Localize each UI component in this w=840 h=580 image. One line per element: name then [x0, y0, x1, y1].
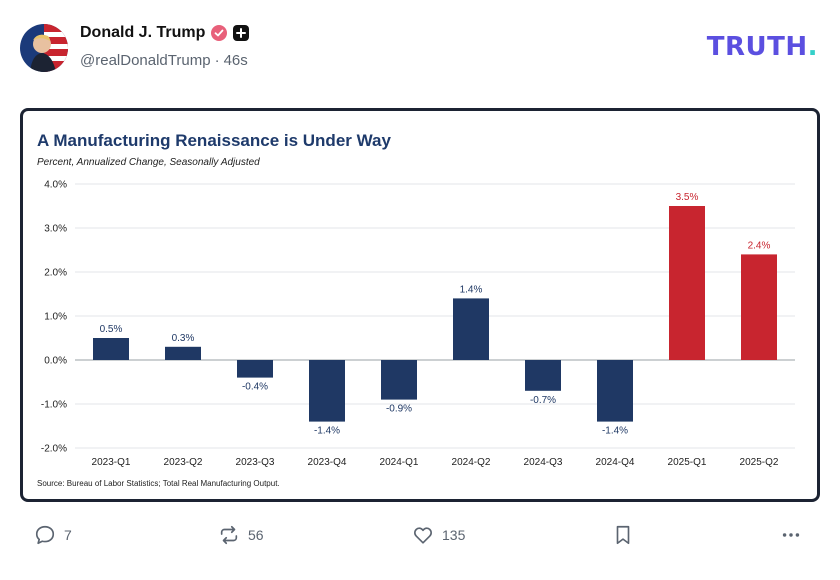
chart-subtitle: Percent, Annualized Change, Seasonally A… [37, 157, 260, 168]
x-tick-label: 2023-Q2 [164, 457, 203, 468]
chart-card[interactable]: 4.0% 3.0% 2.0% 1.0% 0.0% -1.0% -2.0% 0.5% 2023-Q… [20, 108, 820, 502]
y-tick-label: -1.0% [41, 400, 67, 411]
bar-value-label: 2.4% [748, 240, 771, 251]
post-header: Donald J. Trump @realDonaldTrump · 46s T… [20, 22, 820, 78]
bar-value-label: -0.7% [530, 395, 556, 406]
x-tick-label: 2024-Q3 [524, 457, 563, 468]
bar-value-label: 3.5% [676, 192, 699, 203]
like-button[interactable]: 135 [412, 524, 465, 546]
plus-badge-icon [233, 25, 250, 41]
bar-value-label: 0.5% [100, 324, 123, 335]
retruth-count: 56 [248, 527, 264, 543]
more-options-icon [782, 533, 800, 537]
avatar[interactable] [20, 24, 68, 72]
reply-button[interactable]: 7 [34, 524, 72, 546]
bar-value-label: 0.3% [172, 333, 195, 344]
logo-text: TRUTH [706, 32, 808, 62]
bar [741, 254, 777, 360]
x-tick-label: 2023-Q4 [308, 457, 347, 468]
bar-value-label: 1.4% [460, 284, 483, 295]
chart-title: A Manufacturing Renaissance is Under Way [37, 131, 391, 150]
x-tick-label: 2023-Q1 [92, 457, 131, 468]
author-name[interactable]: Donald J. Trump [80, 24, 206, 41]
more-options-button[interactable] [780, 524, 802, 546]
bar [453, 298, 489, 360]
separator: · [214, 52, 220, 69]
bar-value-label: -0.9% [386, 404, 412, 415]
handle-row: @realDonaldTrump · 46s [80, 52, 248, 69]
x-tick-label: 2024-Q1 [380, 457, 419, 468]
x-tick-label: 2025-Q1 [668, 457, 707, 468]
author-handle[interactable]: @realDonaldTrump [80, 52, 211, 69]
y-tick-label: -2.0% [41, 444, 67, 455]
y-tick-label: 2.0% [44, 268, 67, 279]
like-count: 135 [442, 527, 466, 543]
truth-logo[interactable]: TRUTH. [707, 32, 818, 62]
bar-value-label: -1.4% [602, 426, 628, 437]
bookmark-icon [616, 525, 630, 545]
bar-value-label: -1.4% [314, 426, 340, 437]
bar [237, 360, 273, 378]
y-tick-label: 4.0% [44, 180, 67, 191]
retruth-button[interactable]: 56 [218, 524, 264, 546]
bar-chart: 4.0% 3.0% 2.0% 1.0% 0.0% -1.0% -2.0% 0.5% 2023-Q… [41, 180, 795, 468]
bar [93, 338, 129, 360]
x-tick-label: 2024-Q4 [596, 457, 635, 468]
heart-icon [414, 527, 432, 544]
bar [381, 360, 417, 400]
y-tick-label: 0.0% [44, 356, 67, 367]
y-tick-label: 3.0% [44, 224, 67, 235]
reply-count: 7 [64, 527, 72, 543]
x-tick-label: 2024-Q2 [452, 457, 491, 468]
bar [597, 360, 633, 422]
bar [669, 206, 705, 360]
bar-value-label: -0.4% [242, 382, 268, 393]
bar [165, 346, 201, 360]
chart-source: Source: Bureau of Labor Statistics; Tota… [37, 479, 280, 488]
action-bar: 7 56 135 [20, 520, 820, 556]
bookmark-button[interactable] [612, 524, 634, 546]
x-tick-label: 2023-Q3 [236, 457, 275, 468]
retruth-icon [220, 525, 238, 545]
bar [525, 360, 561, 391]
y-tick-label: 1.0% [44, 312, 67, 323]
logo-dot: . [807, 32, 818, 62]
x-tick-label: 2025-Q2 [740, 457, 779, 468]
post-time[interactable]: 46s [223, 52, 248, 69]
verified-badge-icon [211, 25, 228, 41]
reply-icon [35, 525, 55, 545]
bar [309, 360, 345, 422]
